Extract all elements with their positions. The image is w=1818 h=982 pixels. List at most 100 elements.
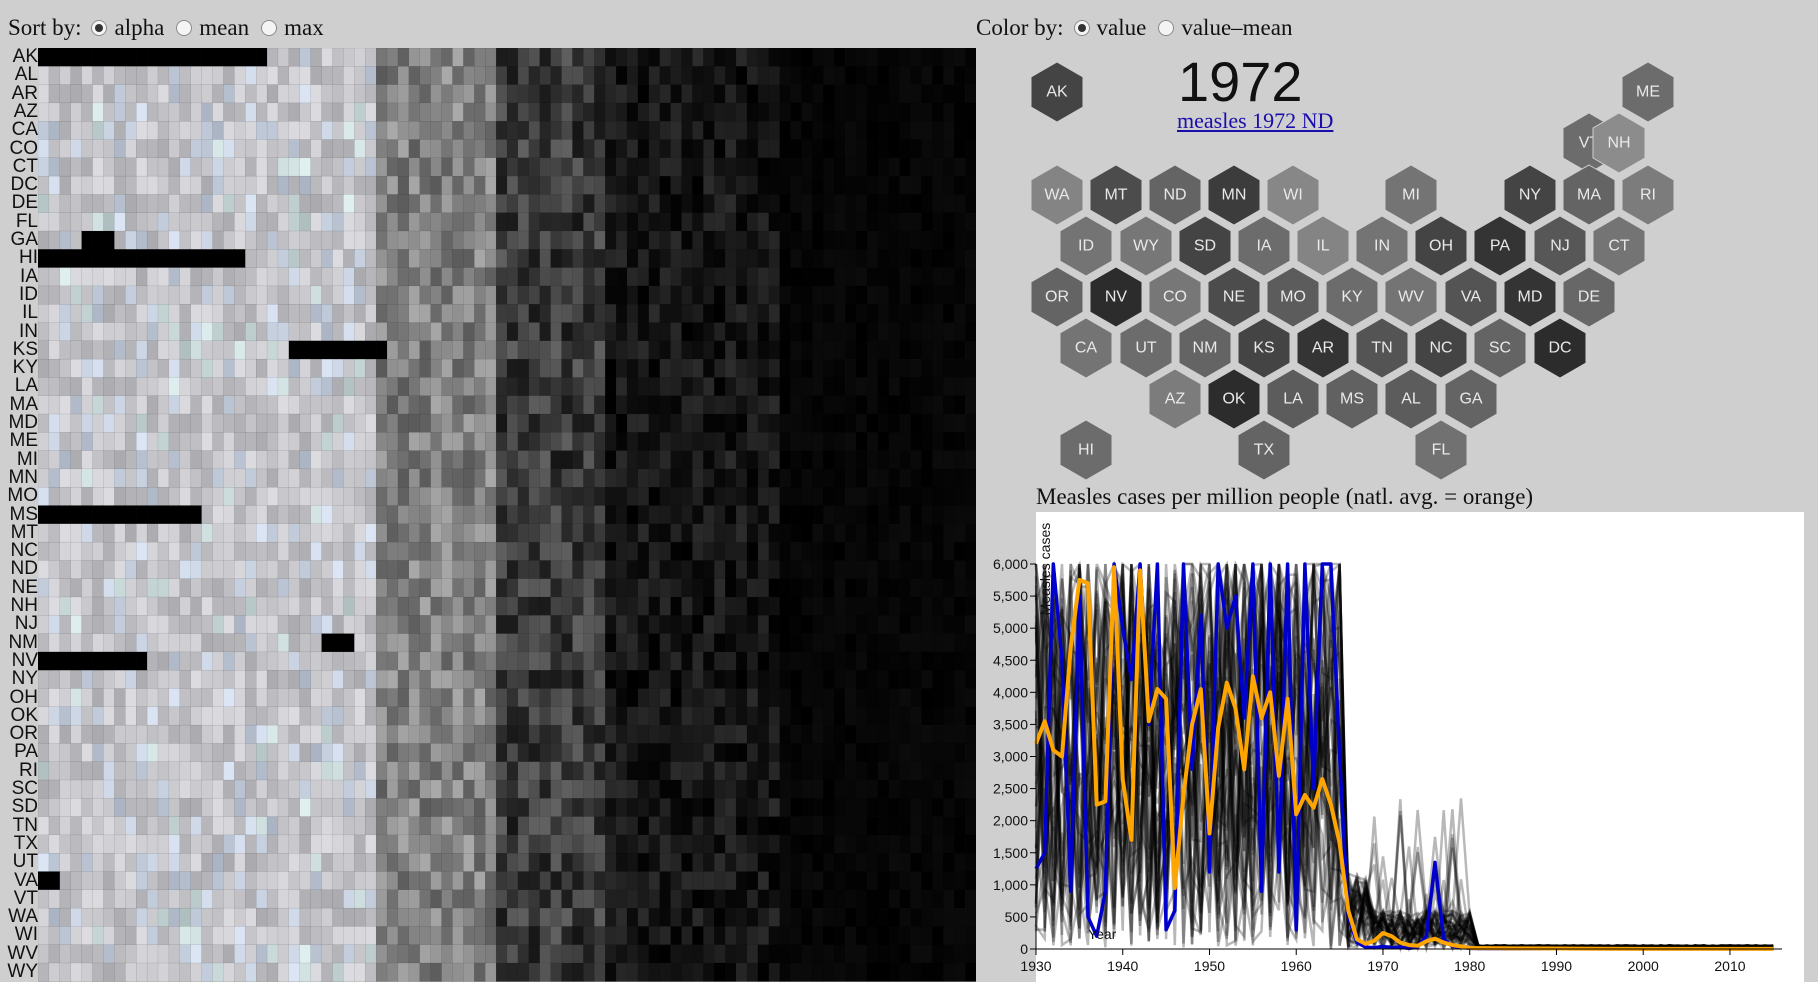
radio-icon[interactable] (261, 20, 278, 36)
heatmap-cell (615, 889, 628, 909)
radio-icon[interactable] (176, 20, 193, 36)
hex-state-ms[interactable]: MS (1325, 368, 1379, 430)
hex-state-dc[interactable]: DC (1533, 317, 1587, 379)
heatmap-cell (812, 505, 824, 525)
hex-state-ok[interactable]: OK (1207, 368, 1261, 430)
heatmap-cell (812, 798, 824, 818)
heatmap-cell (245, 688, 257, 708)
heatmap-cell (670, 907, 682, 927)
color-radio-value[interactable]: value (1073, 15, 1146, 41)
heatmap-row-label: MN (8, 466, 38, 488)
sort-radio-alpha[interactable]: alpha (91, 15, 164, 41)
sort-radio-max[interactable]: max (261, 15, 324, 41)
heatmap-cell (408, 706, 421, 726)
hex-state-me[interactable]: ME (1621, 61, 1675, 123)
hex-state-ut[interactable]: UT (1119, 317, 1173, 379)
hex-state-md[interactable]: MD (1503, 266, 1557, 328)
heatmap-cell (354, 560, 366, 580)
heatmap-cell (114, 962, 126, 982)
hex-state-wi[interactable]: WI (1266, 164, 1320, 226)
heatmap-cell (812, 670, 824, 689)
hex-state-sc[interactable]: SC (1473, 317, 1527, 379)
hex-state-tx[interactable]: TX (1237, 419, 1291, 480)
hex-state-ri[interactable]: RI (1621, 164, 1675, 226)
heatmap-cell (768, 798, 781, 818)
hex-state-ia[interactable]: IA (1237, 215, 1291, 277)
hex-state-nv[interactable]: NV (1089, 266, 1143, 328)
hex-state-mt[interactable]: MT (1089, 164, 1143, 226)
hex-state-pa[interactable]: PA (1473, 215, 1527, 277)
heatmap-cell (921, 505, 933, 525)
hex-state-tn[interactable]: TN (1355, 317, 1409, 379)
heatmap-cell (365, 834, 377, 854)
hex-state-oh[interactable]: OH (1414, 215, 1468, 277)
heatmap-cell (354, 724, 366, 744)
heatmap-grid[interactable] (38, 48, 976, 982)
heatmap-cell (136, 505, 148, 525)
hex-state-ky[interactable]: KY (1325, 266, 1379, 328)
heatmap-cell (245, 779, 257, 799)
heatmap-cell (506, 596, 519, 616)
sort-radio-mean[interactable]: mean (176, 15, 249, 41)
heatmap-cell (179, 651, 192, 671)
hex-state-nm[interactable]: NM (1178, 317, 1232, 379)
radio-icon[interactable] (91, 20, 108, 36)
hex-state-va[interactable]: VA (1444, 266, 1498, 328)
heatmap-cell (605, 706, 617, 726)
heatmap-cell (419, 779, 432, 799)
heatmap-cell (517, 834, 530, 854)
heatmap-cell (430, 670, 443, 689)
hex-state-ar[interactable]: AR (1296, 317, 1350, 379)
heatmap-cell (626, 779, 639, 799)
hex-state-ca[interactable]: CA (1059, 317, 1113, 379)
heatmap-row-label: UT (12, 851, 38, 873)
hex-state-fl[interactable]: FL (1414, 419, 1468, 480)
hex-state-id[interactable]: ID (1059, 215, 1113, 277)
heatmap-cell (724, 578, 737, 598)
heatmap-cell (92, 798, 104, 818)
radio-icon[interactable] (1073, 20, 1090, 36)
heatmap-cell (844, 487, 857, 506)
heatmap-cell (277, 578, 290, 598)
hex-state-il[interactable]: IL (1296, 215, 1350, 277)
hex-state-wv[interactable]: WV (1384, 266, 1438, 328)
heatmap-row-label: GA (10, 229, 38, 250)
heatmap-cell (943, 724, 955, 744)
hex-state-or[interactable]: OR (1030, 266, 1084, 328)
year-state-link[interactable]: measles 1972 ND (1177, 108, 1334, 133)
hex-state-nd[interactable]: ND (1148, 164, 1202, 226)
hex-state-nc[interactable]: NC (1414, 317, 1468, 379)
hex-state-la[interactable]: LA (1266, 368, 1320, 430)
heatmap-cell (190, 596, 203, 616)
heatmap-cell (724, 651, 737, 671)
hex-state-mn[interactable]: MN (1207, 164, 1261, 226)
hex-state-mo[interactable]: MO (1266, 266, 1320, 328)
heatmap-cell (365, 706, 377, 726)
heatmap-cell (288, 816, 301, 836)
radio-icon[interactable] (1158, 20, 1175, 36)
heatmap-cell (321, 523, 333, 543)
hex-state-wy[interactable]: WY (1119, 215, 1173, 277)
hex-state-az[interactable]: AZ (1148, 368, 1202, 430)
hex-state-ak[interactable]: AK (1030, 61, 1084, 123)
line-chart[interactable]: 1930 1940 1950 1960 1970 1980 1990 2000 20100500… (975, 512, 1804, 982)
hex-state-hi[interactable]: HI (1059, 419, 1113, 480)
hex-state-ga[interactable]: GA (1444, 368, 1498, 430)
hex-state-sd[interactable]: SD (1178, 215, 1232, 277)
hex-state-al[interactable]: AL (1384, 368, 1438, 430)
hex-state-wa[interactable]: WA (1030, 164, 1084, 226)
heatmap-cell (146, 926, 159, 946)
hex-state-co[interactable]: CO (1148, 266, 1202, 328)
hex-state-ne[interactable]: NE (1207, 266, 1261, 328)
hex-state-ma[interactable]: MA (1562, 164, 1616, 226)
heatmap-cell (855, 688, 868, 708)
hex-state-ks[interactable]: KS (1237, 317, 1291, 379)
color-radio-value-mean[interactable]: value–mean (1158, 15, 1292, 41)
hex-state-in[interactable]: IN (1355, 215, 1409, 277)
hex-state-nj[interactable]: NJ (1533, 215, 1587, 277)
hex-state-ny[interactable]: NY (1503, 164, 1557, 226)
heatmap-cell (321, 560, 333, 580)
hex-state-de[interactable]: DE (1562, 266, 1616, 328)
hex-state-ct[interactable]: CT (1592, 215, 1646, 277)
hex-state-mi[interactable]: MI (1384, 164, 1438, 226)
